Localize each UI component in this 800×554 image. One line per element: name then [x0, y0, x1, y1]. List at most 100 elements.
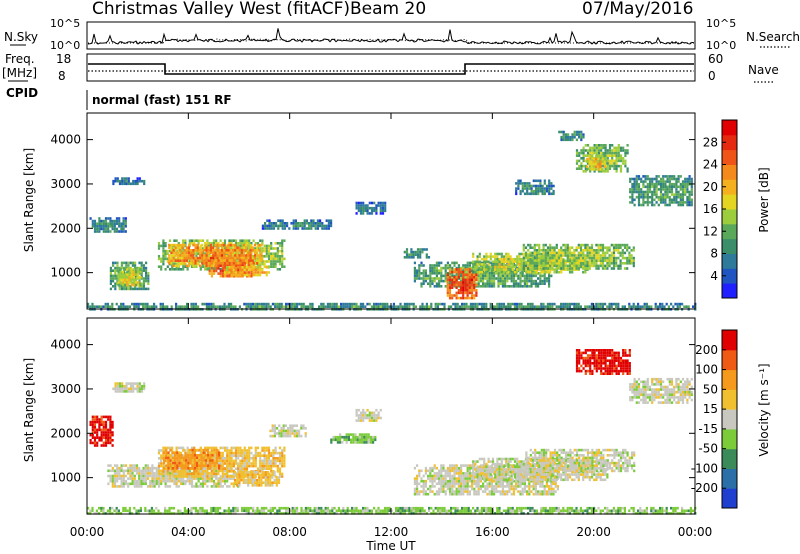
power-cell: [637, 195, 641, 199]
power-cell: [128, 278, 131, 282]
power-cell: [281, 244, 284, 248]
power-cell: [205, 264, 208, 268]
power-cell: [109, 219, 112, 223]
velocity-cell: [219, 477, 222, 480]
power-cell: [557, 264, 561, 268]
power-cell: [395, 305, 398, 308]
velocity-cell: [122, 474, 125, 478]
power-cell: [314, 227, 317, 230]
power-cell: [655, 185, 658, 189]
power-cell: [589, 167, 592, 170]
power-cell: [232, 239, 235, 242]
velocity-cell: [237, 467, 240, 470]
power-cell: [500, 305, 503, 308]
power-cell: [215, 264, 218, 268]
velocity-cell: [140, 474, 143, 478]
power-cell: [122, 225, 125, 228]
power-cell: [416, 272, 419, 275]
power-cell: [522, 255, 525, 258]
power-cell: [518, 305, 521, 308]
power-cell: [168, 254, 171, 257]
power-cell: [125, 287, 128, 291]
velocity-cell: [151, 477, 154, 480]
power-cell: [410, 302, 413, 306]
power-cell: [281, 227, 284, 230]
power-cell: [686, 195, 689, 199]
power-cell: [195, 255, 198, 258]
power-cell: [533, 270, 536, 274]
power-cell: [555, 259, 558, 262]
power-cell: [357, 206, 360, 210]
velocity-cell: [184, 475, 187, 478]
power-cell: [560, 138, 563, 142]
power-cell: [539, 279, 542, 283]
power-cell: [619, 159, 623, 163]
power-cell: [586, 162, 590, 165]
power-cell: [659, 195, 663, 199]
power-cell: [482, 282, 485, 285]
velocity-cell: [142, 477, 145, 480]
power-cell: [599, 160, 602, 163]
power-cell: [270, 224, 273, 228]
power-cell: [267, 244, 271, 248]
power-cell: [232, 305, 235, 308]
power-cell: [112, 279, 115, 283]
power-cell: [249, 254, 252, 257]
power-cell: [114, 269, 117, 272]
power-cell: [659, 182, 663, 186]
power-cell: [220, 256, 224, 260]
power-cell: [617, 146, 620, 150]
power-cell: [599, 246, 602, 249]
power-cell: [446, 273, 449, 276]
power-cell: [215, 247, 218, 250]
power-cell: [610, 251, 613, 255]
power-cell: [229, 254, 232, 257]
power-cell: [135, 278, 138, 282]
power-cell: [429, 264, 432, 267]
power-cell: [234, 242, 238, 245]
power-cell: [280, 305, 283, 308]
power-cell: [247, 262, 250, 265]
velocity-cell: [239, 464, 242, 468]
power-cell: [98, 222, 101, 225]
power-cell: [235, 264, 238, 268]
power-cell: [511, 263, 514, 266]
power-cell: [542, 267, 545, 270]
power-cell: [603, 162, 606, 166]
power-cell: [648, 188, 652, 191]
power-cell: [125, 182, 128, 186]
power-cell: [221, 272, 224, 275]
power-cell: [509, 302, 512, 306]
power-cell: [566, 243, 569, 247]
power-cell: [642, 182, 645, 186]
velocity-cell: [168, 467, 172, 470]
power-cell: [119, 281, 122, 284]
power-cell: [496, 305, 499, 308]
power-cell: [543, 187, 546, 190]
power-cell: [166, 252, 169, 255]
velocity-cell: [144, 477, 147, 480]
power-cell: [275, 224, 278, 228]
power-cell: [534, 279, 537, 283]
power-cell: [601, 254, 605, 257]
power-cell: [513, 305, 516, 308]
power-cell: [637, 193, 641, 196]
power-cell: [140, 274, 143, 278]
power-region: [558, 130, 585, 142]
power-cell: [109, 277, 112, 280]
power-cell: [509, 268, 512, 271]
power-cell: [622, 159, 625, 163]
freq-panel-frame: [86, 53, 696, 82]
velocity-cell: [217, 472, 220, 476]
power-cell: [619, 167, 623, 170]
power-cell: [256, 271, 259, 274]
power-cell: [212, 244, 216, 248]
power-cell: [580, 157, 583, 160]
power-cell: [615, 167, 618, 170]
power-cell: [659, 185, 663, 189]
velocity-cell: [190, 479, 194, 483]
power-cell: [157, 257, 161, 261]
power-cell: [194, 246, 197, 249]
power-cell: [490, 279, 493, 283]
power-cell: [455, 294, 458, 297]
